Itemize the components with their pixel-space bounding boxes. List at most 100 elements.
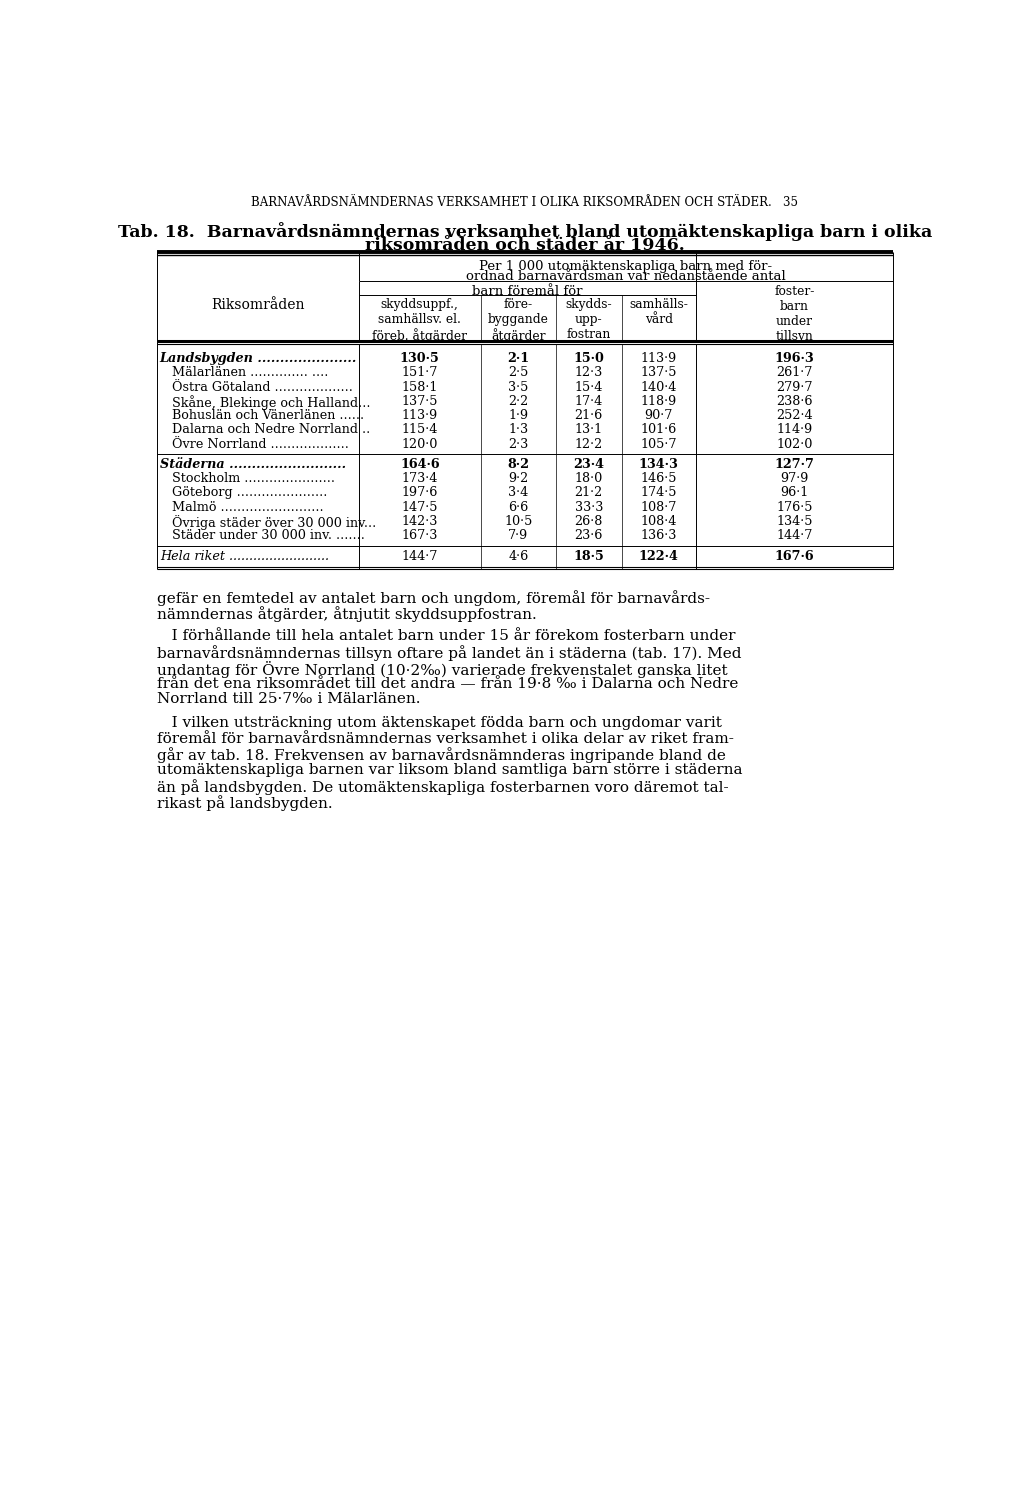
Text: Tab. 18.  Barnavårdsnämndernas verksamhet bland utomäktenskapliga barn i olika: Tab. 18. Barnavårdsnämndernas verksamhet…	[118, 222, 932, 241]
Text: Hela riket .........................: Hela riket .........................	[160, 550, 329, 563]
Text: 105·7: 105·7	[641, 438, 677, 450]
Text: 113·9: 113·9	[641, 352, 677, 365]
Text: 97·9: 97·9	[780, 472, 809, 486]
Text: 164·6: 164·6	[400, 457, 439, 471]
Text: 101·6: 101·6	[641, 423, 677, 437]
Text: skydds-
upp-
fostran: skydds- upp- fostran	[565, 298, 612, 341]
Text: 6·6: 6·6	[508, 501, 528, 514]
Text: 2·5: 2·5	[508, 367, 528, 380]
Text: I vilken utsträckning utom äktenskapet födda barn och ungdomar varit: I vilken utsträckning utom äktenskapet f…	[157, 715, 722, 730]
Text: föremål för barnavårdsnämndernas verksamhet i olika delar av riket fram-: föremål för barnavårdsnämndernas verksam…	[157, 732, 733, 745]
Text: 108·4: 108·4	[641, 516, 677, 527]
Text: 120·0: 120·0	[401, 438, 438, 450]
Text: 7·9: 7·9	[508, 529, 528, 542]
Text: Landsbygden ......................: Landsbygden ......................	[160, 352, 357, 365]
Text: 23·6: 23·6	[574, 529, 603, 542]
Text: 4·6: 4·6	[508, 550, 528, 563]
Text: 261·7: 261·7	[776, 367, 813, 380]
Text: Stockholm ......................: Stockholm ......................	[172, 472, 335, 486]
Text: 10·5: 10·5	[504, 516, 532, 527]
Text: 167·3: 167·3	[401, 529, 438, 542]
Text: gefär en femtedel av antalet barn och ungdom, föremål för barnavårds-: gefär en femtedel av antalet barn och un…	[157, 590, 710, 606]
Text: 279·7: 279·7	[776, 380, 813, 393]
Text: barnavårdsnämndernas tillsyn oftare på landet än i städerna (tab. 17). Med: barnavårdsnämndernas tillsyn oftare på l…	[157, 645, 741, 662]
Text: 2·1: 2·1	[507, 352, 529, 365]
Text: än på landsbygden. De utomäktenskapliga fosterbarnen voro däremot tal-: än på landsbygden. De utomäktenskapliga …	[157, 779, 728, 794]
Text: 3·5: 3·5	[508, 380, 528, 393]
Text: Mälarlänen .............. ....: Mälarlänen .............. ....	[172, 367, 329, 380]
Text: 127·7: 127·7	[774, 457, 814, 471]
Text: Städerna ..........................: Städerna ..........................	[160, 457, 346, 471]
Text: 142·3: 142·3	[401, 516, 438, 527]
Text: Skåne, Blekinge och Halland...: Skåne, Blekinge och Halland...	[172, 395, 371, 410]
Text: 113·9: 113·9	[401, 410, 438, 422]
Text: 21·2: 21·2	[574, 486, 603, 499]
Text: 144·7: 144·7	[776, 529, 813, 542]
Text: riksområden och städer år 1946.: riksområden och städer år 1946.	[365, 237, 685, 253]
Text: 15·4: 15·4	[574, 380, 603, 393]
Text: 115·4: 115·4	[401, 423, 438, 437]
Text: 147·5: 147·5	[401, 501, 438, 514]
Text: 151·7: 151·7	[401, 367, 438, 380]
Text: BARNAVÅRDSNÄMNDERNAS VERKSAMHET I OLIKA RIKSOMRÅDEN OCH STÄDER.   35: BARNAVÅRDSNÄMNDERNAS VERKSAMHET I OLIKA …	[251, 195, 799, 209]
Text: Övre Norrland ...................: Övre Norrland ...................	[172, 438, 349, 450]
Text: ordnad barnavårdsman var nedanstående antal: ordnad barnavårdsman var nedanstående an…	[466, 270, 785, 283]
Text: 140·4: 140·4	[641, 380, 677, 393]
Text: nämndernas åtgärder, åtnjutit skyddsuppfostran.: nämndernas åtgärder, åtnjutit skyddsuppf…	[157, 606, 537, 621]
Text: 174·5: 174·5	[641, 486, 677, 499]
Text: 90·7: 90·7	[645, 410, 673, 422]
Text: 196·3: 196·3	[774, 352, 814, 365]
Text: Norrland till 25·7‰ i Mälarlänen.: Norrland till 25·7‰ i Mälarlänen.	[157, 693, 420, 706]
Text: 136·3: 136·3	[641, 529, 677, 542]
Text: Riksområden: Riksområden	[211, 298, 304, 311]
Text: 8·2: 8·2	[507, 457, 529, 471]
Text: 33·3: 33·3	[574, 501, 603, 514]
Text: Dalarna och Nedre Norrland ..: Dalarna och Nedre Norrland ..	[172, 423, 371, 437]
Text: 1·9: 1·9	[508, 410, 528, 422]
Text: 130·5: 130·5	[400, 352, 439, 365]
Text: rikast på landsbygden.: rikast på landsbygden.	[157, 794, 333, 811]
Text: Städer under 30 000 inv. .......: Städer under 30 000 inv. .......	[172, 529, 365, 542]
Text: 18·0: 18·0	[574, 472, 603, 486]
Text: undantag för Övre Norrland (10·2‰) varierade frekvenstalet ganska litet: undantag för Övre Norrland (10·2‰) varie…	[157, 662, 727, 678]
Text: Övriga städer över 30 000 inv...: Övriga städer över 30 000 inv...	[172, 516, 377, 530]
Text: 158·1: 158·1	[401, 380, 438, 393]
Text: 15·0: 15·0	[573, 352, 604, 365]
Text: 12·2: 12·2	[574, 438, 603, 450]
Text: 122·4: 122·4	[639, 550, 679, 563]
Text: 96·1: 96·1	[780, 486, 809, 499]
Text: Malmö .........................: Malmö .........................	[172, 501, 324, 514]
Text: 3·4: 3·4	[508, 486, 528, 499]
Text: 146·5: 146·5	[641, 472, 677, 486]
Text: skyddsuppf.,
samhällsv. el.
föreb. åtgärder: skyddsuppf., samhällsv. el. föreb. åtgär…	[373, 298, 467, 343]
Text: 137·5: 137·5	[401, 395, 438, 408]
Text: 134·5: 134·5	[776, 516, 813, 527]
Text: 144·7: 144·7	[401, 550, 438, 563]
Text: 12·3: 12·3	[574, 367, 603, 380]
Text: utomäktenskapliga barnen var liksom bland samtliga barn större i städerna: utomäktenskapliga barnen var liksom blan…	[157, 763, 742, 778]
Text: Göteborg ......................: Göteborg ......................	[172, 486, 328, 499]
Text: 134·3: 134·3	[639, 457, 679, 471]
Text: I förhållande till hela antalet barn under 15 år förekom fosterbarn under: I förhållande till hela antalet barn und…	[157, 629, 735, 644]
Text: 2·2: 2·2	[508, 395, 528, 408]
Text: 9·2: 9·2	[508, 472, 528, 486]
Text: Per 1 000 utomäktenskapliga barn med för-: Per 1 000 utomäktenskapliga barn med för…	[479, 259, 772, 273]
Text: 114·9: 114·9	[776, 423, 813, 437]
Text: samhälls-
vård: samhälls- vård	[630, 298, 688, 326]
Text: barn föremål för: barn föremål för	[472, 285, 583, 298]
Text: 176·5: 176·5	[776, 501, 813, 514]
Text: 197·6: 197·6	[401, 486, 438, 499]
Text: före-
byggande
åtgärder: före- byggande åtgärder	[487, 298, 549, 343]
Text: 102·0: 102·0	[776, 438, 813, 450]
Text: 2·3: 2·3	[508, 438, 528, 450]
Text: 23·4: 23·4	[573, 457, 604, 471]
Text: 118·9: 118·9	[641, 395, 677, 408]
Text: går av tab. 18. Frekvensen av barnavårdsnämnderas ingripande bland de: går av tab. 18. Frekvensen av barnavårds…	[157, 748, 726, 763]
Text: Bohuslän och Vänerlänen ......: Bohuslän och Vänerlänen ......	[172, 410, 365, 422]
Text: 108·7: 108·7	[641, 501, 677, 514]
Text: 18·5: 18·5	[573, 550, 604, 563]
Text: 26·8: 26·8	[574, 516, 603, 527]
Text: 1·3: 1·3	[508, 423, 528, 437]
Text: 238·6: 238·6	[776, 395, 813, 408]
Text: 137·5: 137·5	[641, 367, 677, 380]
